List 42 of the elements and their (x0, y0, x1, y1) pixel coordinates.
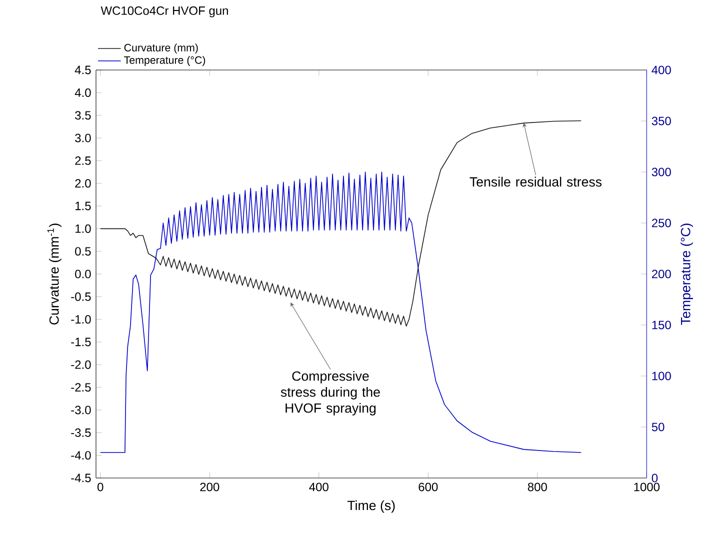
y-tick-label: 1.0 (76, 224, 91, 233)
annotation: Compressive stress during the HVOF spraying (280, 371, 380, 416)
y-tick-label: -4.5 (71, 474, 91, 482)
y-tick-label: -3.5 (71, 428, 91, 437)
x-tick-label: 400 (309, 482, 328, 492)
annotation: Tensile residual stress (470, 176, 602, 187)
legend-label: Temperature (°C) (124, 56, 206, 66)
x-axis-title: Time (s) (347, 500, 395, 513)
y2-tick-label: 400 (652, 66, 671, 74)
y-tick-label: 3.5 (75, 111, 91, 120)
x-tick-label: 200 (200, 482, 220, 492)
y-tick-label: -1.5 (71, 338, 91, 346)
y-tick-label: 0.0 (75, 270, 91, 278)
y2-tick-label: 350 (652, 116, 671, 126)
y-tick-label: 1.5 (76, 202, 91, 210)
y-tick-label: 4.0 (74, 88, 91, 97)
chart-title: WC10Co4Cr HVOF gun (100, 6, 228, 18)
y-tick-label: 0.5 (75, 247, 91, 256)
x-tick-label: 800 (528, 482, 547, 492)
y-tick-label: -3.0 (71, 406, 91, 414)
y2-tick-label: 0 (652, 474, 658, 482)
y-tick-label: 3.0 (75, 134, 91, 142)
y2-tick-label: 250 (652, 218, 671, 228)
y-tick-label: -2.0 (71, 360, 91, 369)
y-tick-label: -1.0 (71, 315, 91, 324)
legend-label: Curvature (mm) (124, 44, 198, 54)
y-tick-label: -0.5 (71, 292, 91, 301)
y2-tick-label: 100 (652, 372, 671, 380)
y-tick-label: 4.5 (74, 66, 91, 74)
y2-axis-title: Temperature (°C) (680, 224, 693, 325)
y-tick-label: 2.5 (75, 156, 91, 165)
y2-tick-label: 300 (652, 168, 671, 176)
x-tick-label: 0 (97, 482, 104, 492)
y-axis-title: Curvature (mm$^{-1}$) (47, 224, 62, 324)
y2-tick-label: 150 (652, 320, 671, 330)
y-tick-label: 2.0 (75, 179, 91, 188)
y-tick-label: -4.0 (71, 451, 91, 460)
x-tick-label: 600 (418, 482, 438, 492)
x-tick-label: 1000 (634, 482, 660, 492)
y2-tick-label: 200 (652, 270, 671, 278)
y2-tick-label: 50 (652, 422, 664, 432)
y-tick-label: -2.5 (71, 383, 91, 392)
